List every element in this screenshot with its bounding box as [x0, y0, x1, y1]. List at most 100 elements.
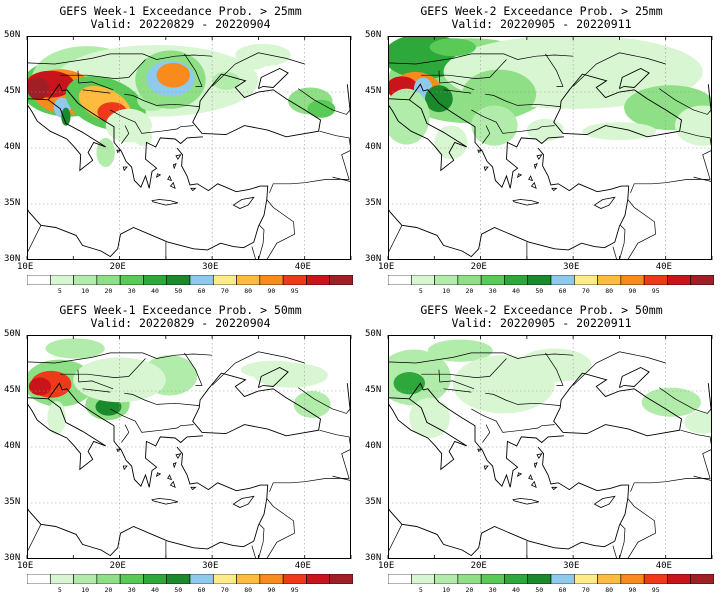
latitude-label: 40N — [4, 441, 21, 451]
coastline — [27, 382, 203, 488]
longitude-label: 10E — [378, 561, 395, 571]
island-outline — [551, 486, 558, 491]
probability-contour — [427, 339, 493, 362]
country-border — [630, 429, 712, 492]
panel-title: GEFS Week-2 Exceedance Prob. > 50mm — [420, 303, 663, 317]
colorbar-label: 30 — [127, 586, 136, 594]
country-border — [693, 475, 712, 481]
colorbar-swatch — [480, 574, 505, 584]
colorbar-swatch — [143, 275, 168, 285]
latitude-label: 30N — [365, 553, 382, 563]
coastline — [27, 99, 106, 172]
colorbar-swatch — [550, 574, 575, 584]
coastline — [257, 366, 289, 389]
colorbar-swatch — [388, 574, 412, 584]
country-border — [485, 392, 561, 406]
colorbar-label: 5 — [418, 586, 423, 594]
country-border — [485, 93, 561, 107]
coastline — [388, 83, 564, 189]
country-border — [627, 199, 656, 260]
island-outline — [175, 453, 182, 459]
probability-map — [26, 36, 352, 260]
probability-contour — [434, 125, 468, 160]
country-border — [269, 429, 351, 492]
colorbar-label: 80 — [244, 287, 253, 295]
colorbar-swatch — [550, 275, 575, 285]
coastline — [27, 398, 106, 471]
map-frame — [388, 36, 712, 260]
country-border — [124, 93, 200, 107]
longitude-label: 20E — [470, 561, 487, 571]
latitude-label: 30N — [365, 254, 382, 264]
country-border — [77, 369, 114, 390]
probability-contour — [235, 43, 291, 67]
colorbar-label: 20 — [465, 287, 474, 295]
colorbar-swatch — [189, 574, 214, 584]
longitude-label: 30E — [563, 262, 580, 272]
country-border — [110, 408, 194, 433]
colorbar-swatch — [166, 574, 191, 584]
island-outline — [533, 162, 538, 170]
latitude-label: 40N — [4, 142, 21, 152]
country-border — [251, 246, 257, 260]
colorbar-swatch — [259, 574, 284, 584]
probability-contour — [307, 99, 336, 118]
island-outline — [516, 173, 523, 178]
colorbar-swatch — [620, 574, 645, 584]
colorbar-label: 60 — [558, 586, 567, 594]
longitude-label: 30E — [202, 561, 219, 571]
colorbar-label: 20 — [104, 586, 113, 594]
longitude-label: 20E — [109, 262, 126, 272]
colorbar — [388, 275, 714, 285]
island-outline — [116, 448, 122, 453]
colorbar-swatch — [597, 574, 622, 584]
colorbar-label: 70 — [581, 287, 590, 295]
island-outline — [151, 199, 179, 206]
longitude-label: 40E — [655, 561, 672, 571]
colorbar — [27, 275, 353, 285]
island-outline — [169, 181, 176, 190]
colorbar-label: 50 — [174, 287, 183, 295]
country-border — [388, 352, 574, 364]
probability-contour — [133, 127, 152, 146]
colorbar-label: 90 — [628, 586, 637, 594]
colorbar-swatch — [573, 574, 598, 584]
latitude-label: 40N — [365, 142, 382, 152]
latitude-label: 35N — [365, 198, 382, 208]
island-outline — [528, 474, 534, 481]
colorbar-swatch — [410, 574, 435, 584]
probability-contour — [409, 397, 451, 439]
country-border — [332, 475, 351, 481]
coastline — [192, 73, 321, 138]
colorbar-label: 60 — [558, 287, 567, 295]
country-border — [110, 109, 194, 134]
colorbar-label: 50 — [535, 287, 544, 295]
island-outline — [512, 199, 540, 206]
colorbar-swatch — [96, 574, 121, 584]
colorbar — [27, 574, 353, 584]
country-border — [388, 524, 403, 554]
colorbar-swatch — [282, 574, 307, 584]
map-panel: GEFS Week-2 Exceedance Prob. > 50mm Valid… — [361, 299, 722, 598]
country-border — [121, 424, 130, 443]
latitude-label: 50N — [365, 329, 382, 339]
latitude-label: 30N — [4, 254, 21, 264]
coastline — [257, 67, 289, 90]
colorbar-label: 30 — [488, 287, 497, 295]
colorbar-label: 80 — [244, 586, 253, 594]
colorbar-swatch — [306, 275, 331, 285]
country-border — [266, 199, 295, 260]
country-border — [121, 125, 130, 144]
country-border — [612, 545, 618, 559]
country-border — [388, 53, 574, 65]
island-outline — [232, 196, 255, 209]
country-border — [266, 498, 295, 559]
coastline — [553, 73, 682, 138]
country-border — [27, 53, 213, 65]
panel-title: GEFS Week-2 Exceedance Prob. > 25mm — [420, 4, 663, 18]
coastline — [388, 398, 467, 471]
colorbar-label: 50 — [174, 586, 183, 594]
island-outline — [530, 181, 537, 190]
probability-map — [387, 36, 713, 260]
colorbar-swatch — [96, 275, 121, 285]
